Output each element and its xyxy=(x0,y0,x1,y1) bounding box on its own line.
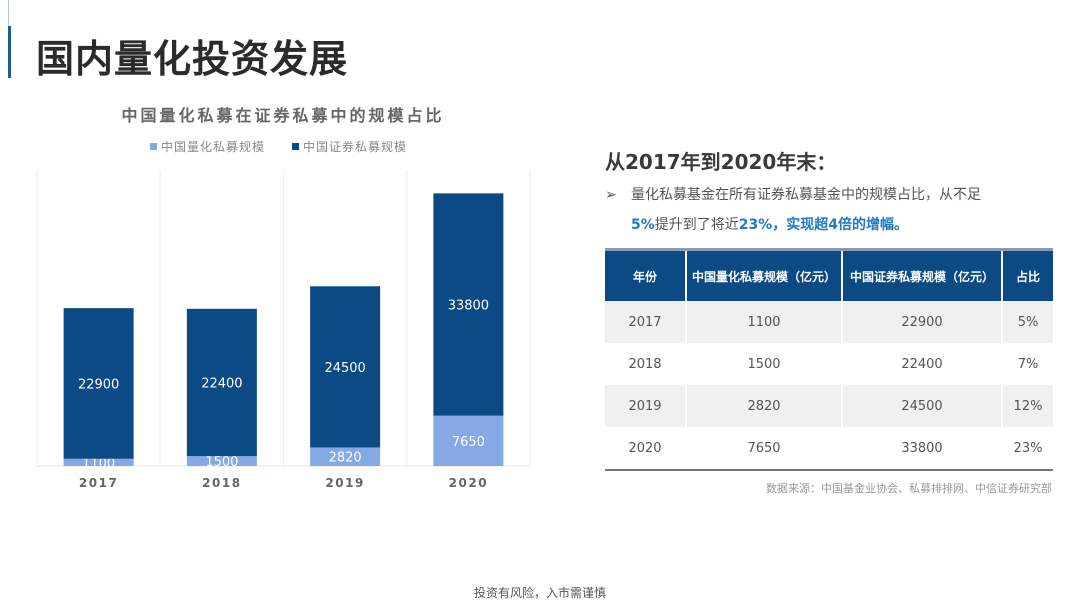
table-row: 2017 1100 22900 5% xyxy=(605,301,1053,343)
legend-label: 中国证券私募规模 xyxy=(303,139,407,154)
table-row: 2019 2820 24500 12% xyxy=(605,385,1053,427)
data-label: 24500 xyxy=(324,361,365,376)
footer-disclaimer: 投资有风险，入市需谨慎 xyxy=(473,586,606,600)
legend-swatch xyxy=(292,143,299,150)
table-cell: 2020 xyxy=(605,427,686,471)
table-cell: 22400 xyxy=(841,343,1002,385)
table-cell: 24500 xyxy=(841,385,1002,427)
table-row: 2018 1500 22400 7% xyxy=(605,343,1053,385)
table-cell: 2019 xyxy=(605,385,686,427)
bar-quant xyxy=(63,458,134,466)
table-cell: 1100 xyxy=(685,301,842,343)
summary-heading: 从2017年到2020年末： xyxy=(605,150,837,174)
table-header-cell: 年份 xyxy=(605,248,686,301)
legend-label: 中国量化私募规模 xyxy=(161,139,265,154)
data-label: 1500 xyxy=(205,455,238,470)
data-source: 数据来源：中国基金业协会、私募排排网、中信证券研究部 xyxy=(766,482,1052,495)
table-cell: 22900 xyxy=(841,301,1002,343)
table-row: 2020 7650 33800 23% xyxy=(605,427,1053,471)
x-tick-label: 2019 xyxy=(325,476,364,490)
table-cell: 7650 xyxy=(685,427,842,471)
bar-securities xyxy=(186,308,257,457)
table-cell: 7% xyxy=(1001,343,1053,385)
table-cell: 2820 xyxy=(685,385,842,427)
data-label: 1100 xyxy=(82,456,115,471)
bar-quant xyxy=(310,447,381,466)
summary-highlight-2: 23%，实现超4倍的增幅。 xyxy=(738,217,909,233)
table-cell: 1500 xyxy=(685,343,842,385)
title-accent-bar xyxy=(8,26,11,78)
bar-quant xyxy=(433,415,504,466)
table-header-cell: 中国证券私募规模（亿元） xyxy=(841,248,1002,301)
x-tick-label: 2018 xyxy=(202,476,241,490)
table-cell: 2017 xyxy=(605,301,686,343)
summary-text-2: 提升到了将近 xyxy=(654,217,739,233)
summary-text-1: 量化私募基金在所有证券私募基金中的规模占比，从不足 xyxy=(631,187,981,203)
data-label: 2820 xyxy=(329,451,362,466)
x-tick-label: 2017 xyxy=(79,476,118,490)
data-label: 33800 xyxy=(448,299,489,314)
data-label: 22900 xyxy=(78,377,119,392)
table-header-cell: 中国量化私募规模（亿元） xyxy=(685,248,842,301)
title-accent-light xyxy=(8,0,9,26)
bar-securities xyxy=(433,193,504,416)
table-cell: 33800 xyxy=(841,427,1002,471)
summary-highlight-1: 5% xyxy=(631,217,655,233)
table-header-row: 年份 中国量化私募规模（亿元） 中国证券私募规模（亿元） 占比 xyxy=(605,248,1053,301)
page-title: 国内量化投资发展 xyxy=(36,37,349,81)
legend-swatch xyxy=(150,143,157,150)
chart-title: 中国量化私募在证券私募中的规模占比 xyxy=(121,106,444,125)
data-label: 7650 xyxy=(452,435,485,450)
table-cell: 2018 xyxy=(628,356,662,372)
arrow-bullet-icon: ➢ xyxy=(605,187,617,203)
bar-securities xyxy=(310,286,381,448)
data-table: 年份 中国量化私募规模（亿元） 中国证券私募规模（亿元） 占比 2017 1100 229… xyxy=(605,248,1053,471)
table-cell: 12% xyxy=(1001,385,1053,427)
bar-securities xyxy=(63,308,134,459)
bar-quant xyxy=(186,456,257,466)
table-cell: 5% xyxy=(1001,301,1053,343)
x-tick-label: 2020 xyxy=(449,476,488,490)
table-cell: 23% xyxy=(1001,427,1053,471)
summary-bullet: ➢ 量化私募基金在所有证券私募基金中的规模占比，从不足 5%提升到了将近23%，实… xyxy=(605,180,1055,240)
table-header-cell: 占比 xyxy=(1001,248,1053,301)
data-label: 22400 xyxy=(201,376,242,391)
